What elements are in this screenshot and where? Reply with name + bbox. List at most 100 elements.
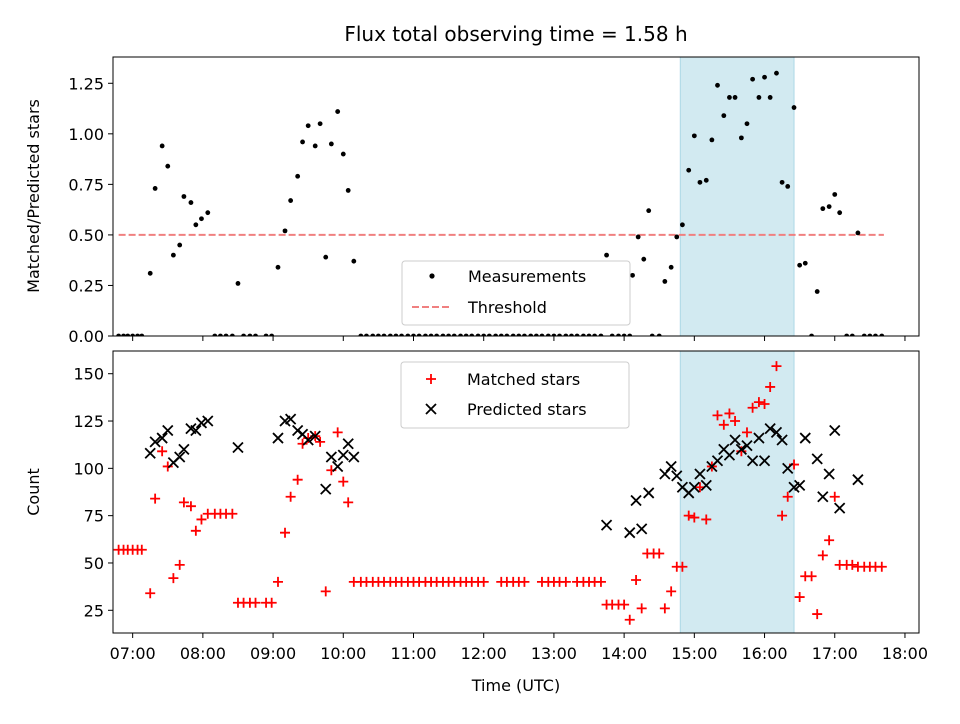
measurement-point xyxy=(616,333,621,336)
measurement-point xyxy=(627,333,633,336)
matched-stars-point xyxy=(736,446,747,457)
matched-stars-point xyxy=(812,609,823,620)
bottom-legend-box xyxy=(400,361,630,429)
measurement-point xyxy=(486,333,492,336)
measurement-point xyxy=(855,230,861,236)
bottom-y-axis-label: Count xyxy=(24,468,43,516)
measurement-point xyxy=(130,333,136,336)
measurement-point xyxy=(235,281,241,286)
measurement-point xyxy=(744,121,750,127)
measurement-point xyxy=(446,333,451,336)
measurement-point xyxy=(649,333,655,336)
measurement-point xyxy=(545,333,551,336)
measurement-point xyxy=(345,188,351,193)
predicted-stars-point xyxy=(711,455,724,467)
measurement-point xyxy=(317,121,323,127)
matched-stars-point xyxy=(168,573,179,584)
matched-stars-point xyxy=(876,561,887,572)
matched-stars-point xyxy=(794,592,805,603)
matched-stars-point xyxy=(280,527,291,538)
predicted-stars-point xyxy=(149,436,161,448)
matched-stars-point xyxy=(817,550,828,561)
measurement-point xyxy=(463,333,469,336)
predicted-stars-point xyxy=(348,451,360,463)
measurement-point xyxy=(428,333,434,336)
measurement-point xyxy=(116,333,122,336)
x-tick-label: 07:00 xyxy=(110,644,156,663)
measurement-point xyxy=(263,333,269,336)
measurement-point xyxy=(135,333,140,336)
predicted-stars-point xyxy=(782,462,794,474)
measurement-point xyxy=(598,333,604,336)
matched-stars-point xyxy=(315,436,326,447)
measurement-point xyxy=(177,242,183,248)
measurement-point xyxy=(656,333,662,336)
measurement-point xyxy=(358,333,364,336)
predicted-stars-point xyxy=(332,460,344,473)
measurement-point xyxy=(229,333,235,336)
measurement-point xyxy=(323,254,329,260)
measurement-point xyxy=(703,177,709,183)
measurement-point xyxy=(721,113,727,119)
measurement-point xyxy=(679,222,685,228)
x-tick-label: 11:00 xyxy=(390,644,436,663)
measurement-point xyxy=(458,333,463,336)
matched-stars-point xyxy=(272,576,283,587)
measurement-point xyxy=(826,204,832,210)
x-tick-label: 13:00 xyxy=(531,644,577,663)
measurement-point xyxy=(481,333,487,336)
measurement-point xyxy=(563,333,569,336)
matched-stars-point xyxy=(560,576,571,587)
matched-stars-point xyxy=(343,497,354,508)
predicted-stars-point xyxy=(272,432,284,444)
top-y-tick-label: 0.75 xyxy=(68,175,104,194)
measurement-point xyxy=(849,333,855,336)
predicted-stars-point xyxy=(195,417,208,429)
x-tick-label: 09:00 xyxy=(250,644,296,663)
measurement-point xyxy=(275,264,281,270)
matched-stars-point xyxy=(196,514,207,525)
matched-stars-point xyxy=(595,576,606,587)
predicted-stars-point xyxy=(694,468,706,480)
bottom-y-tick-label: 50 xyxy=(84,554,104,573)
predicted-stars-point xyxy=(174,451,186,463)
x-tick-label: 15:00 xyxy=(671,644,717,663)
matched-stars-point xyxy=(847,559,858,570)
measurement-point xyxy=(504,333,510,336)
measurement-point xyxy=(809,333,814,336)
measurement-point xyxy=(522,333,527,336)
measurement-point xyxy=(312,143,318,149)
matched-stars-point xyxy=(162,461,173,472)
predicted-stars-point xyxy=(723,449,736,461)
matched-stars-point xyxy=(824,535,835,546)
matched-stars-point xyxy=(190,525,201,536)
matched-stars-point xyxy=(683,510,694,521)
bottom-panel: 25 50 75 100 125 150 07:00 08:00 09:00 10:00 11:00… xyxy=(73,350,928,663)
top-y-tick-label: 0.50 xyxy=(68,226,104,245)
matched-stars-point xyxy=(478,576,489,587)
measurement-point xyxy=(475,333,481,336)
predicted-stars-point xyxy=(758,455,771,467)
measurement-point xyxy=(199,216,204,222)
measurement-point xyxy=(451,333,457,336)
predicted-stars-point xyxy=(746,455,759,467)
measurement-point xyxy=(732,95,738,100)
measurement-point xyxy=(574,333,580,336)
measurement-point xyxy=(253,333,258,336)
matched-stars-point xyxy=(619,599,630,610)
measurement-point xyxy=(498,333,504,336)
measurement-point xyxy=(125,333,131,336)
measurement-point xyxy=(785,183,791,189)
measurement-point xyxy=(832,192,838,197)
measurement-point xyxy=(269,333,275,336)
measurement-point xyxy=(170,252,176,258)
predicted-stars-point xyxy=(156,432,168,444)
x-tick-label: 10:00 xyxy=(320,644,366,663)
measurement-point xyxy=(646,208,652,214)
top-panel: 0.00 0.25 0.50 0.75 1.00 1.25 Measurements Thre… xyxy=(68,56,920,346)
x-tick-label: 14:00 xyxy=(601,644,647,663)
top-y-tick-label: 0.00 xyxy=(68,327,104,346)
predicted-stars-point xyxy=(829,424,841,437)
legend-predicted-label: Predicted stars xyxy=(467,400,587,419)
measurement-point xyxy=(159,143,165,149)
